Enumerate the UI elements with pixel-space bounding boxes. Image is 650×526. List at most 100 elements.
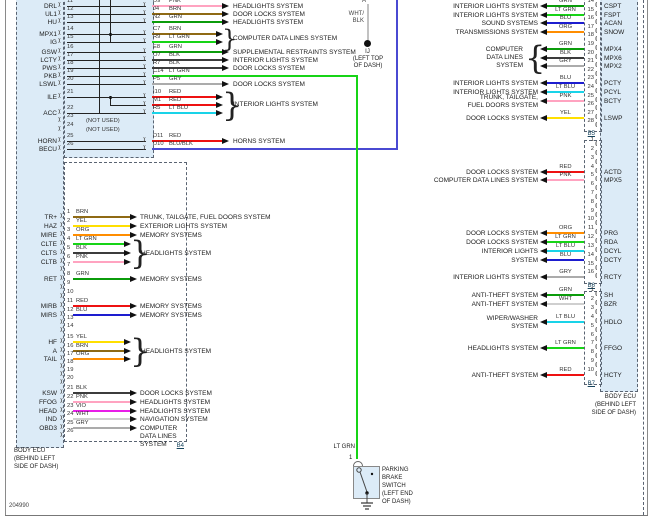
pin-name-BCTY: BCTY — [604, 98, 622, 105]
b3-pin-15-wire — [152, 41, 216, 43]
b5-pin-25-system-label-line1: TRUNK, TAILGATE, — [479, 94, 538, 101]
parking-brake-label-line5: OF DASH) — [382, 499, 411, 505]
pin-name-TR+: TR+ — [44, 214, 57, 221]
b6-pin-15-number: 15 — [587, 261, 594, 267]
b3-pin-21-wire-color-label: RED — [169, 89, 182, 95]
b3-pin-12-number: 12 — [67, 6, 74, 12]
b5-pin-25-connector-icon: (| — [595, 97, 598, 103]
b6-pin-12-wire-color-label: LT GRN — [555, 234, 576, 240]
b3-pin-17-internal-line — [67, 60, 146, 61]
b3-pin-26-wire-code: D10 — [153, 141, 164, 147]
pin-name-FFOG: FFOG — [38, 399, 57, 406]
b3-pin-26-junction-connector-icon: )( — [143, 145, 146, 151]
b3-pin-13-wire-color-label: GRN — [169, 14, 182, 20]
b5-pin-14-connector-icon: (| — [595, 2, 598, 8]
b5-pin-17-wire — [547, 31, 584, 33]
b4-pin-1-number: 1 — [67, 209, 71, 215]
b3-pin-18-system-label: DOOR LOCKS SYSTEM — [233, 65, 305, 72]
pin-name-MPX4: MPX4 — [604, 46, 622, 53]
left-ecu-label-line3: SIDE OF DASH) — [14, 464, 59, 470]
b6-pin-3-connector-icon: (| — [595, 159, 598, 165]
pin-name-SNOW: SNOW — [604, 29, 625, 36]
b6-pin-4-connector-icon: (| — [595, 168, 598, 174]
b6-pin-11-arrow-icon — [540, 229, 547, 236]
b4-pin-8-wire — [73, 278, 130, 280]
b4-pin-26-connector-icon: )( — [60, 432, 63, 438]
pin-name-HEAD: HEAD — [38, 408, 57, 415]
b6-pin-13-connector-icon: (| — [595, 247, 598, 253]
b4-pin-12-number: 12 — [67, 307, 74, 313]
b5-pin-26-number: 26 — [587, 101, 594, 107]
b5-group-brace-cdl-icon: { — [525, 39, 546, 77]
b6-pin-12-connector-icon: (| — [595, 238, 598, 244]
pin-name-LCTY: LCTY — [40, 57, 57, 64]
b5-pin-19-number: 19 — [587, 41, 594, 47]
lt-grn-wire-horizontal — [152, 75, 358, 77]
b4-pin-12-wire-color-label: BLU — [76, 307, 88, 313]
b6-pin-8-connector-icon: (| — [595, 203, 598, 209]
b5-pin-14-wire — [547, 5, 584, 7]
pin-name-FSPT: FSPT — [604, 12, 621, 19]
b3-pin-20-wire-code: P5 — [153, 76, 161, 82]
b4-pin-26-number: 26 — [67, 428, 74, 434]
b6-pin-2-connector-icon: (| — [595, 150, 598, 156]
b5-pin-21-arrow-icon — [540, 62, 547, 69]
b3-pin-14-wire-code: C7 — [153, 26, 161, 32]
b4-pin-17-wire — [73, 358, 124, 360]
b3-pin-21-junction-connector-icon: )( — [143, 93, 146, 99]
b3-pin-26-ecu-connector-icon: )( — [58, 145, 61, 151]
b4-pin-18-connector-icon: )( — [60, 363, 63, 369]
pin-name-A: A — [52, 348, 57, 355]
pin-name-SH: SH — [604, 292, 614, 299]
b3-pin-14-junction-connector-icon: )( — [143, 30, 146, 36]
b4-pin-25-system-label-line2: DATA LINES — [140, 433, 177, 440]
b6-pin-13-system-label: INTERIOR LIGHTS — [481, 248, 538, 255]
b3-pin-11-number: 11 — [67, 0, 74, 4]
b3-pin-25-arrow-icon — [222, 137, 229, 144]
pin-name-MPX1: MPX1 — [39, 31, 57, 38]
b4-pin-23-number: 23 — [67, 403, 74, 409]
b3-pin-18-wire — [152, 67, 222, 69]
b6-pin-4-wire — [547, 171, 584, 173]
b3-pin-M1-wire-code: M1 — [153, 97, 162, 103]
parking-brake-label-line3: SWITCH — [382, 483, 406, 489]
pin-name-MIRE: MIRE — [40, 232, 57, 239]
b5-pin-14-arrow-icon — [540, 2, 547, 9]
b3-pin-18-wire-code: R7 — [153, 60, 161, 66]
b3-pin-18-wire-color-label: BLK — [169, 60, 180, 66]
b7-pin-1-system-label: ANTI-THEFT SYSTEM — [471, 292, 538, 299]
b3-pin-16-number: 16 — [67, 44, 74, 50]
b6-pin-11-wire-color-label: ORG — [558, 225, 573, 231]
b3-pin-25-wire-code: D11 — [153, 133, 164, 139]
b5-pin-18-connector-icon: (| — [595, 36, 598, 42]
b4-pin-6-connector-icon: )( — [60, 258, 63, 264]
b4-pin-11-arrow-icon — [130, 302, 137, 309]
b4-pin-21-wire-color-label: BLK — [76, 385, 87, 391]
pin-name-CLTS: CLTS — [40, 250, 57, 257]
pin-name-PRG: PRG — [604, 230, 619, 237]
b7-pin-7-number: 7 — [590, 340, 594, 346]
b3-pin-15-internal-line — [67, 42, 146, 43]
b4-pin-11-connector-icon: )( — [60, 302, 63, 308]
b4-pin-8-connector-icon: )( — [60, 275, 63, 281]
b4-pin-15-wire-color-label: YEL — [76, 334, 87, 340]
b6-pin-7-connector-icon: (| — [595, 194, 598, 200]
b4-pin-21-arrow-icon — [130, 389, 137, 396]
b4-pin-23-wire-color-label: VIO — [76, 403, 86, 409]
b4-group-brace-hl1-icon: } — [130, 234, 151, 272]
b3-pin-12-arrow-icon — [222, 10, 229, 17]
b3-pin-21-number: 21 — [67, 89, 74, 95]
parking-brake-wire-color-label: LT GRN — [333, 444, 355, 450]
b7-pin-1-connector-icon: (| — [595, 291, 598, 297]
b3-pin-24-number: 24 — [67, 122, 74, 128]
b4-pin-24-system-label: NAVIGATION SYSTEM — [140, 416, 208, 423]
b7-pin-2-connector-icon: (| — [595, 300, 598, 306]
internal-bus-line — [99, 0, 100, 113]
b3-pin-25-wire — [152, 140, 222, 142]
b5-pin-25-arrow-icon — [540, 97, 547, 104]
b4-pin-8-wire-color-label: GRN — [76, 271, 89, 277]
b4-pin-20-connector-icon: )( — [60, 379, 63, 385]
pin-name-BECU: BECU — [38, 146, 57, 153]
pin-name-HAZ: HAZ — [44, 223, 57, 230]
b3-pin-11-arrow-icon — [222, 2, 229, 9]
